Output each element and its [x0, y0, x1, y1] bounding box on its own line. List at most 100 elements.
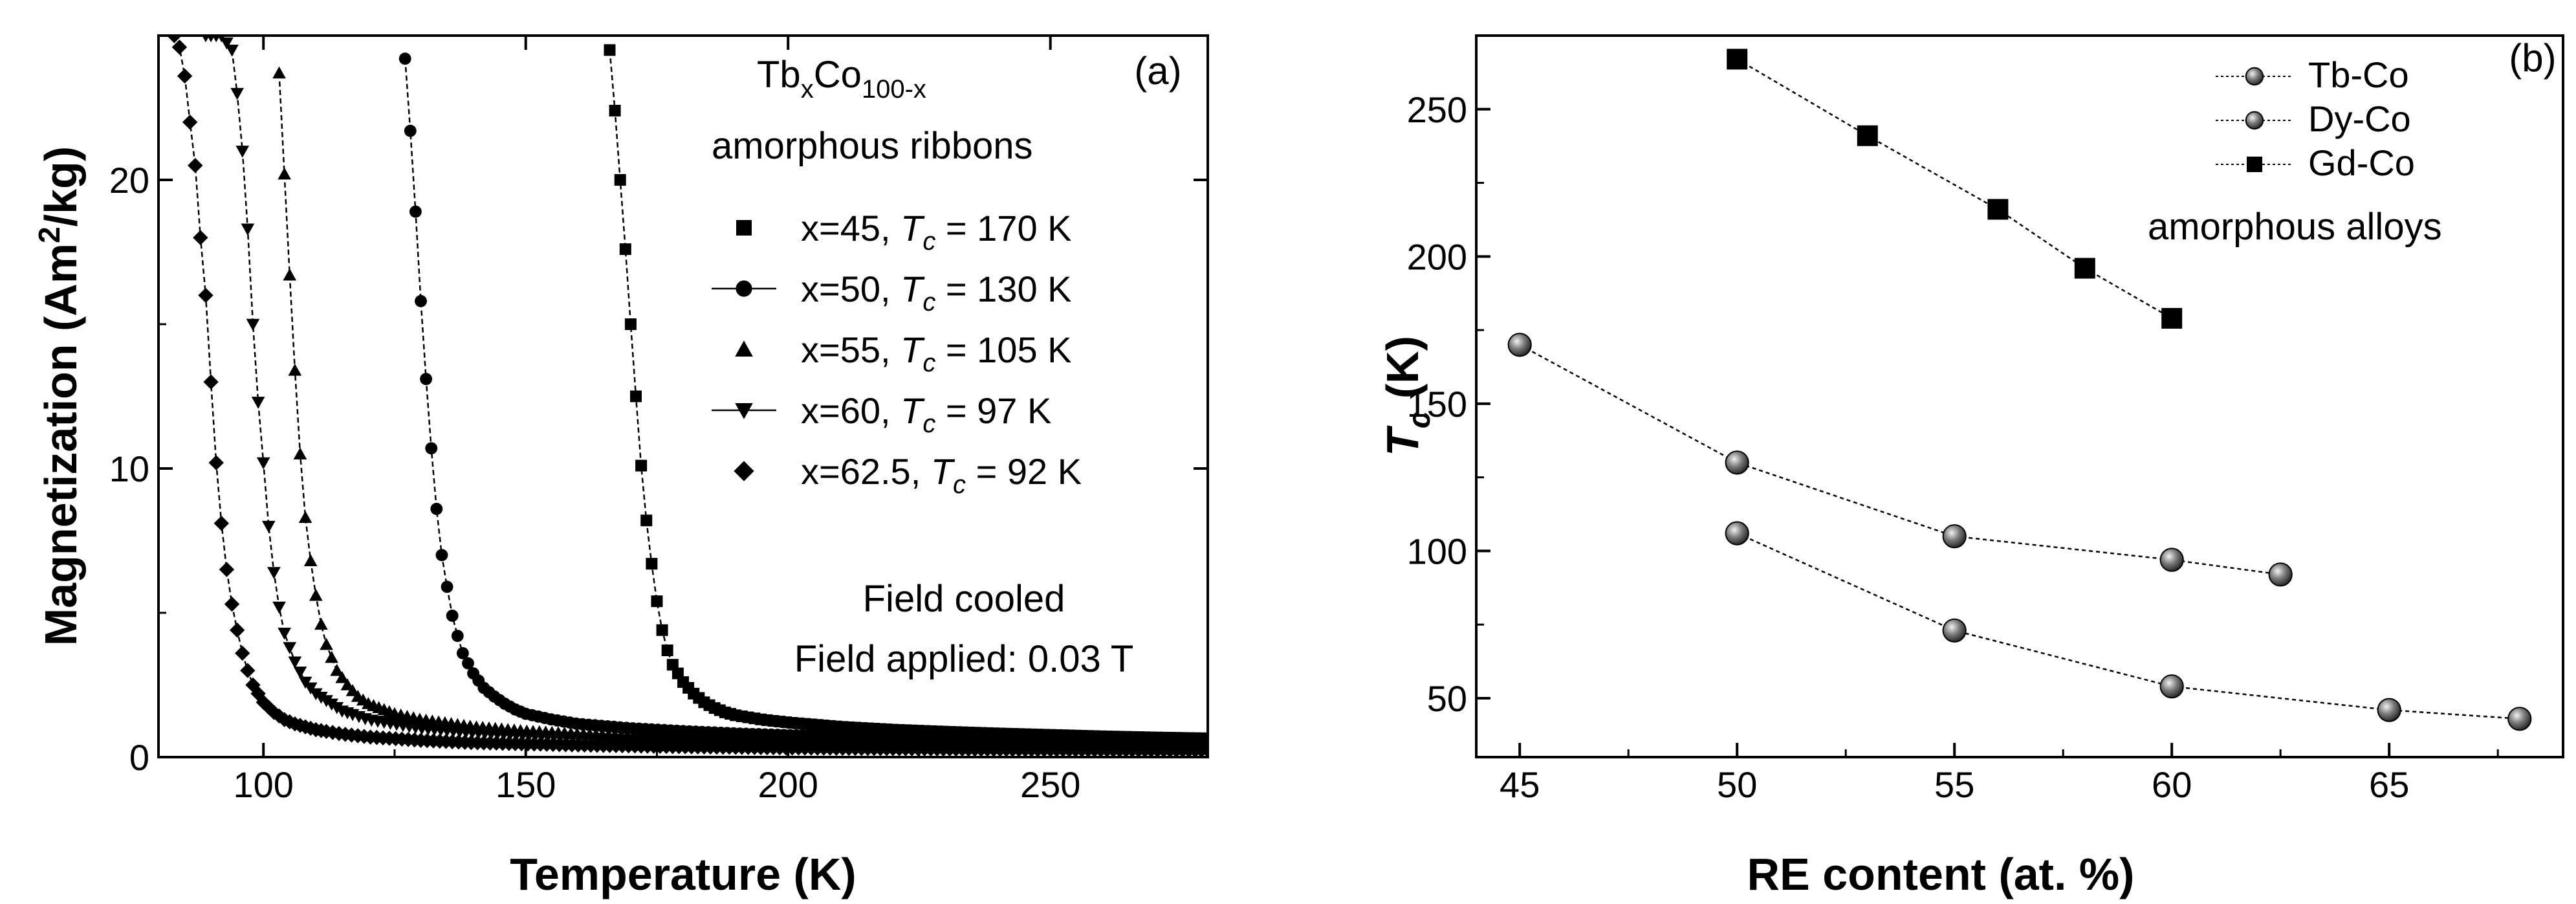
data-point	[267, 567, 281, 579]
legend-marker	[735, 402, 753, 419]
y-tick-label: 200	[1407, 236, 1467, 277]
y-tick-label: 0	[129, 737, 149, 778]
chart-a-panel-label: (a)	[1134, 49, 1181, 93]
legend-tc-value: = 92 K	[966, 451, 1082, 492]
legend-label: Tb-Co	[2308, 54, 2409, 95]
data-point	[462, 657, 474, 670]
y-tick-label: 250	[1407, 89, 1467, 130]
legend-entry-x=55: x=55, Tc = 105 K	[735, 329, 1072, 377]
legend-tc-value: = 105 K	[935, 329, 1071, 370]
data-point	[272, 66, 286, 79]
series-Gd-Co	[1727, 49, 2183, 329]
data-point	[188, 158, 203, 173]
data-point	[303, 554, 318, 566]
data-point	[646, 558, 658, 570]
data-point	[272, 601, 286, 614]
data-point	[420, 373, 433, 386]
legend-label: x=55, Tc = 105 K	[801, 329, 1072, 377]
data-point	[166, 36, 182, 43]
data-point	[398, 52, 411, 65]
legend-tc-value: = 170 K	[935, 208, 1071, 248]
chart-a-ylabel-main: Magnetization (Am	[36, 243, 86, 646]
data-point	[202, 36, 210, 43]
legend-label: x=50, Tc = 130 K	[801, 269, 1072, 316]
legend-x-text: x=50,	[801, 269, 901, 309]
x-tick-label: 55	[1934, 764, 1974, 805]
data-point	[340, 678, 355, 690]
x-tick-label: 65	[2369, 764, 2409, 805]
chart-b-ylabel: Tc (K)	[1377, 336, 1437, 456]
data-point	[656, 624, 668, 636]
data-point	[241, 223, 255, 236]
legend-tc-value: = 97 K	[935, 390, 1051, 431]
data-point	[224, 596, 240, 612]
legend-marker	[735, 340, 753, 357]
legend-entry-Dy-Co: Dy-Co	[2216, 98, 2411, 139]
y-tick-label: 20	[109, 160, 149, 201]
series-line-Dy-Co	[1736, 532, 2520, 720]
data-point	[261, 520, 276, 533]
x-tick-label: 45	[1500, 764, 1540, 805]
legend-label: x=45, Tc = 170 K	[801, 208, 1072, 256]
legend-tc-symbol: T	[901, 208, 925, 248]
data-point	[193, 230, 208, 245]
legend-x-text: x=55,	[801, 329, 901, 370]
formula-sub: 100-x	[862, 75, 926, 104]
legend-tc-sub: c	[922, 410, 935, 438]
data-point	[207, 36, 215, 43]
data-point	[430, 502, 443, 515]
data-point	[640, 514, 653, 527]
data-point	[177, 68, 193, 84]
data-point	[220, 37, 234, 50]
data-point	[604, 44, 616, 56]
data-point	[2159, 547, 2184, 572]
data-point	[293, 447, 307, 459]
data-point	[293, 667, 307, 679]
legend-label: Dy-Co	[2308, 98, 2411, 139]
data-point	[1727, 49, 1748, 70]
data-point	[309, 588, 323, 601]
legend-tc-symbol: T	[901, 269, 925, 309]
data-point	[2507, 707, 2532, 731]
formula-x: x	[801, 75, 814, 104]
data-point	[261, 700, 277, 715]
series-line-Tb-Co	[1519, 344, 2281, 576]
chart-a-field-cooled: Field cooled	[863, 578, 1065, 620]
data-point	[1725, 450, 1749, 475]
data-point	[212, 36, 220, 43]
chart-b-ylabel-tail: (K)	[1377, 336, 1428, 412]
chart-b: 45 50 55 60 65 50 100 150 200 250 (b) Tb-CoDy-CoG…	[1377, 34, 2564, 899]
data-point	[619, 243, 631, 256]
data-point	[1857, 125, 1878, 146]
data-point	[325, 650, 338, 663]
data-point	[2377, 698, 2401, 722]
data-point	[198, 287, 213, 303]
chart-a-plot-frame	[157, 34, 1209, 758]
legend-tc-symbol: T	[901, 390, 925, 431]
x-tick-label: 200	[758, 764, 818, 805]
data-point	[2268, 562, 2293, 587]
legend-x-text: x=60,	[801, 390, 901, 431]
legend-marker	[734, 461, 754, 481]
chart-b-panel-label: (b)	[2509, 36, 2556, 80]
data-point	[451, 630, 464, 643]
chart-b-ylabel-sub: c	[1403, 412, 1437, 429]
legend-label: x=60, Tc = 97 K	[801, 390, 1051, 438]
data-point	[2161, 307, 2183, 329]
data-point	[203, 374, 219, 390]
y-tick-label: 10	[109, 448, 149, 489]
data-point	[345, 684, 360, 696]
legend-entry-Gd-Co: Gd-Co	[2216, 142, 2415, 183]
legend-x-text: x=45,	[801, 208, 901, 248]
data-point	[251, 397, 265, 409]
data-point	[256, 457, 270, 470]
data-point	[330, 663, 344, 676]
legend-tc-sub: c	[922, 227, 935, 256]
data-point	[298, 511, 312, 524]
chart-a-ylabel: Magnetization (Am2/kg)	[32, 146, 86, 646]
data-point	[314, 617, 328, 630]
series-line-Gd-Co	[1736, 58, 2172, 319]
data-point	[1942, 618, 1967, 643]
x-tick-label: 50	[1717, 764, 1757, 805]
chart-b-series	[1507, 49, 2532, 731]
